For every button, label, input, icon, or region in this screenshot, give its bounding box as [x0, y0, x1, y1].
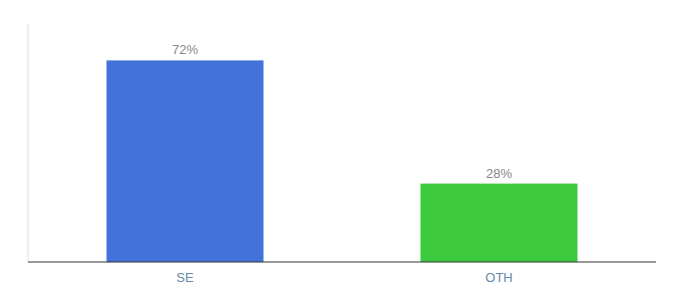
- chart-svg: 72% 28% SE OTH: [0, 0, 680, 300]
- bar: [421, 184, 578, 262]
- chart-container: 72% 28% SE OTH: [0, 0, 680, 300]
- bars: [107, 60, 578, 262]
- data-label: 72%: [172, 42, 198, 57]
- x-tick-label: SE: [176, 270, 194, 285]
- x-axis-line: [28, 262, 656, 263]
- y-axis-line: [28, 24, 29, 262]
- bar: [107, 60, 264, 262]
- x-tick-label: OTH: [485, 270, 512, 285]
- data-label: 28%: [486, 166, 512, 181]
